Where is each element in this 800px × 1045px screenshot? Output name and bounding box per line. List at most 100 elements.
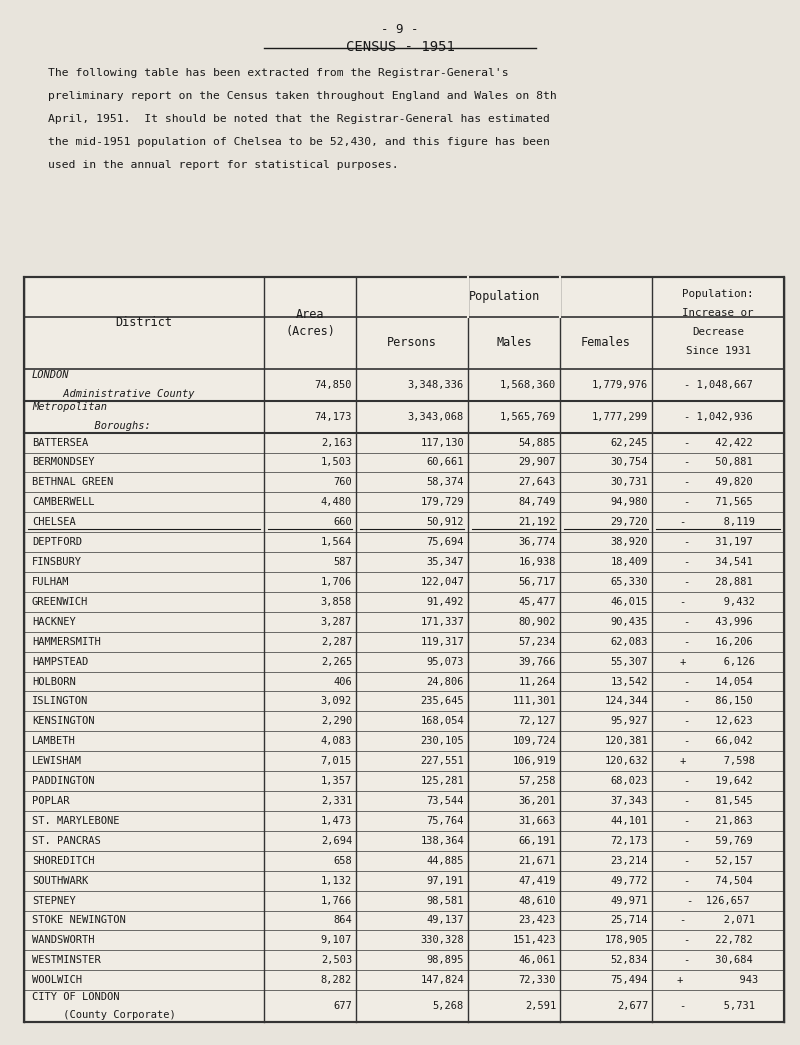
Text: 91,492: 91,492 bbox=[426, 597, 464, 607]
Text: 1,132: 1,132 bbox=[321, 876, 352, 885]
Text: 138,364: 138,364 bbox=[420, 836, 464, 845]
Text: 60,661: 60,661 bbox=[426, 458, 464, 467]
Text: -    42,422: - 42,422 bbox=[684, 438, 752, 447]
Text: the mid-1951 population of Chelsea to be 52,430, and this figure has been: the mid-1951 population of Chelsea to be… bbox=[48, 137, 550, 147]
Text: 31,663: 31,663 bbox=[518, 816, 556, 826]
Text: LAMBETH: LAMBETH bbox=[32, 737, 76, 746]
Text: -    81,545: - 81,545 bbox=[684, 796, 752, 806]
Text: 120,381: 120,381 bbox=[604, 737, 648, 746]
Text: 178,905: 178,905 bbox=[604, 935, 648, 946]
Text: -    59,769: - 59,769 bbox=[684, 836, 752, 845]
Text: 1,766: 1,766 bbox=[321, 896, 352, 906]
Text: Boroughs:: Boroughs: bbox=[32, 421, 150, 432]
Text: 3,858: 3,858 bbox=[321, 597, 352, 607]
Text: 11,264: 11,264 bbox=[518, 676, 556, 687]
Text: -    21,863: - 21,863 bbox=[684, 816, 752, 826]
Text: 2,694: 2,694 bbox=[321, 836, 352, 845]
Text: 119,317: 119,317 bbox=[420, 636, 464, 647]
Text: 677: 677 bbox=[334, 1001, 352, 1012]
Text: (County Corporate): (County Corporate) bbox=[32, 1011, 176, 1021]
Text: -    71,565: - 71,565 bbox=[684, 497, 752, 507]
Text: -    50,881: - 50,881 bbox=[684, 458, 752, 467]
Text: 106,919: 106,919 bbox=[512, 757, 556, 766]
Text: -  126,657: - 126,657 bbox=[686, 896, 750, 906]
Text: 29,907: 29,907 bbox=[518, 458, 556, 467]
Text: 3,092: 3,092 bbox=[321, 696, 352, 706]
Text: HAMPSTEAD: HAMPSTEAD bbox=[32, 656, 88, 667]
Text: 16,938: 16,938 bbox=[518, 557, 556, 567]
Text: 117,130: 117,130 bbox=[420, 438, 464, 447]
Text: 124,344: 124,344 bbox=[604, 696, 648, 706]
Text: ST. PANCRAS: ST. PANCRAS bbox=[32, 836, 101, 845]
Text: ISLINGTON: ISLINGTON bbox=[32, 696, 88, 706]
Text: 2,163: 2,163 bbox=[321, 438, 352, 447]
Text: 90,435: 90,435 bbox=[610, 617, 648, 627]
Text: Persons: Persons bbox=[387, 336, 437, 349]
Text: BETHNAL GREEN: BETHNAL GREEN bbox=[32, 478, 114, 487]
Text: 23,423: 23,423 bbox=[518, 915, 556, 926]
Text: 5,268: 5,268 bbox=[433, 1001, 464, 1012]
Text: 21,192: 21,192 bbox=[518, 517, 556, 528]
Text: 660: 660 bbox=[334, 517, 352, 528]
Text: 94,980: 94,980 bbox=[610, 497, 648, 507]
Text: The following table has been extracted from the Registrar-General's: The following table has been extracted f… bbox=[48, 68, 509, 78]
Text: STEPNEY: STEPNEY bbox=[32, 896, 76, 906]
Text: 168,054: 168,054 bbox=[420, 716, 464, 726]
Text: 1,564: 1,564 bbox=[321, 537, 352, 548]
Text: +      7,598: + 7,598 bbox=[681, 757, 755, 766]
Text: 36,201: 36,201 bbox=[518, 796, 556, 806]
Text: 9,107: 9,107 bbox=[321, 935, 352, 946]
Text: -    30,684: - 30,684 bbox=[684, 955, 752, 966]
Text: 65,330: 65,330 bbox=[610, 577, 648, 587]
Text: 72,173: 72,173 bbox=[610, 836, 648, 845]
Text: HOLBORN: HOLBORN bbox=[32, 676, 76, 687]
Text: 68,023: 68,023 bbox=[610, 776, 648, 786]
Text: 29,720: 29,720 bbox=[610, 517, 648, 528]
Text: 50,912: 50,912 bbox=[426, 517, 464, 528]
Text: 72,330: 72,330 bbox=[518, 975, 556, 985]
Text: 75,694: 75,694 bbox=[426, 537, 464, 548]
Text: LONDON: LONDON bbox=[32, 370, 70, 380]
Text: (Acres): (Acres) bbox=[285, 325, 335, 338]
Text: 23,214: 23,214 bbox=[610, 856, 648, 865]
Text: GREENWICH: GREENWICH bbox=[32, 597, 88, 607]
Text: 72,127: 72,127 bbox=[518, 716, 556, 726]
Text: 55,307: 55,307 bbox=[610, 656, 648, 667]
Text: - 1,042,936: - 1,042,936 bbox=[684, 412, 752, 422]
Text: - 9 -: - 9 - bbox=[382, 23, 418, 36]
Text: 4,083: 4,083 bbox=[321, 737, 352, 746]
Text: POPLAR: POPLAR bbox=[32, 796, 70, 806]
Text: 24,806: 24,806 bbox=[426, 676, 464, 687]
Text: 1,503: 1,503 bbox=[321, 458, 352, 467]
Text: 1,777,299: 1,777,299 bbox=[592, 412, 648, 422]
Text: 58,374: 58,374 bbox=[426, 478, 464, 487]
Text: CAMBERWELL: CAMBERWELL bbox=[32, 497, 94, 507]
Text: 73,544: 73,544 bbox=[426, 796, 464, 806]
Text: -    86,150: - 86,150 bbox=[684, 696, 752, 706]
Text: CHELSEA: CHELSEA bbox=[32, 517, 76, 528]
Text: 13,542: 13,542 bbox=[610, 676, 648, 687]
Text: 97,191: 97,191 bbox=[426, 876, 464, 885]
Text: 330,328: 330,328 bbox=[420, 935, 464, 946]
Text: 1,706: 1,706 bbox=[321, 577, 352, 587]
Text: 587: 587 bbox=[334, 557, 352, 567]
Text: 84,749: 84,749 bbox=[518, 497, 556, 507]
Text: Administrative County: Administrative County bbox=[32, 389, 194, 399]
Text: 30,754: 30,754 bbox=[610, 458, 648, 467]
Text: 7,015: 7,015 bbox=[321, 757, 352, 766]
Text: Since 1931: Since 1931 bbox=[686, 346, 750, 356]
Text: -      2,071: - 2,071 bbox=[681, 915, 755, 926]
Text: DEPTFORD: DEPTFORD bbox=[32, 537, 82, 548]
Text: 122,047: 122,047 bbox=[420, 577, 464, 587]
Text: 48,610: 48,610 bbox=[518, 896, 556, 906]
Text: 21,671: 21,671 bbox=[518, 856, 556, 865]
Text: Decrease: Decrease bbox=[692, 327, 744, 338]
Text: 3,348,336: 3,348,336 bbox=[408, 379, 464, 390]
Text: 56,717: 56,717 bbox=[518, 577, 556, 587]
Text: 46,015: 46,015 bbox=[610, 597, 648, 607]
Text: 2,503: 2,503 bbox=[321, 955, 352, 966]
Text: KENSINGTON: KENSINGTON bbox=[32, 716, 94, 726]
Text: -    19,642: - 19,642 bbox=[684, 776, 752, 786]
Text: -    14,054: - 14,054 bbox=[684, 676, 752, 687]
Text: -    34,541: - 34,541 bbox=[684, 557, 752, 567]
